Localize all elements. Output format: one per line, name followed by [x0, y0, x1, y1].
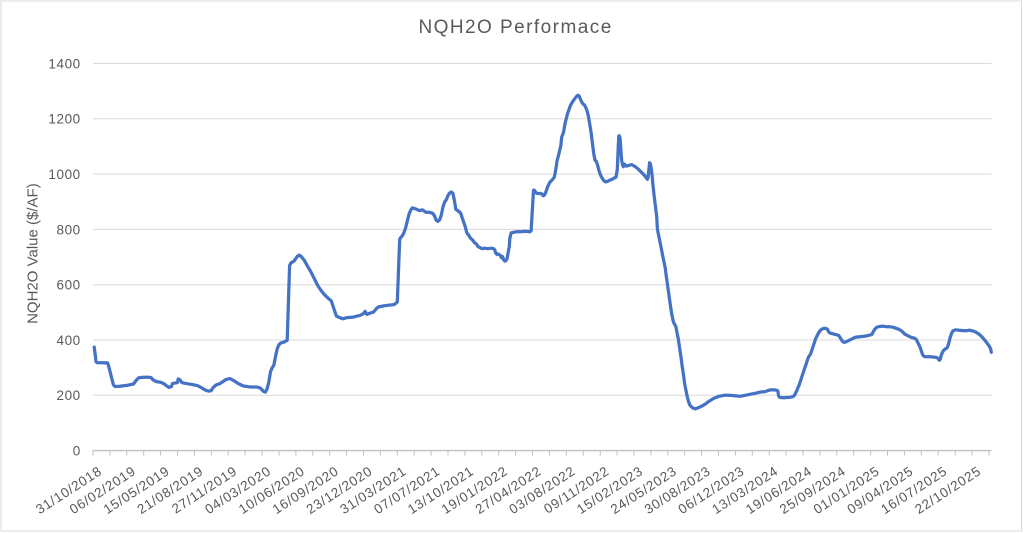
svg-text:600: 600 [56, 278, 80, 293]
svg-text:800: 800 [56, 222, 80, 237]
svg-text:1400: 1400 [48, 56, 80, 71]
svg-text:0: 0 [73, 444, 81, 459]
svg-text:1000: 1000 [48, 167, 80, 182]
svg-text:NQH2O Value ($/AF): NQH2O Value ($/AF) [24, 183, 41, 324]
svg-text:400: 400 [56, 333, 80, 348]
svg-text:NQH2O Performace: NQH2O Performace [418, 17, 612, 38]
svg-text:1200: 1200 [48, 112, 80, 127]
svg-text:200: 200 [56, 388, 80, 403]
